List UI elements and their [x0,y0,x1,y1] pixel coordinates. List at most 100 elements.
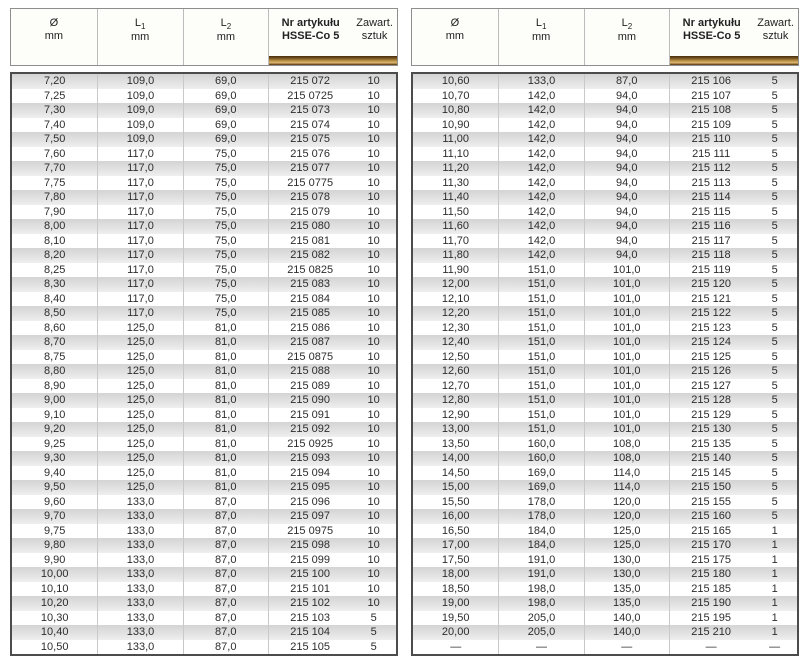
cell: 12,60 [413,364,500,379]
cell: 215 190 [691,597,732,609]
cell: 10 [367,321,380,334]
cell: 81,0 [184,349,269,364]
table-row: 9,70 133,0 87,0 215 097 10 [12,509,396,524]
cell: 10,70 [413,88,500,103]
cell: 169,0 [499,480,585,495]
cell: 215 091 [290,408,331,421]
cell: 151,0 [499,277,585,292]
cell: 9,90 [12,552,99,567]
table-row: 10,50 133,0 87,0 215 105 5 [12,639,396,654]
cell: 81,0 [184,465,269,480]
cell: 215 140 [691,452,732,464]
cell: 215 145 [691,466,732,479]
cell: 10 [367,263,380,276]
cell: 87,0 [184,552,269,567]
cell: 8,75 [12,349,99,364]
cell: 151,0 [499,306,585,321]
cell: 215 135 [691,437,732,450]
cell: 133,0 [98,639,184,654]
table-row: 15,50 178,0 120,0 215 155 5 [413,494,797,509]
table-row: 9,25 125,0 81,0 215 0925 10 [12,436,396,451]
cell: 215 075 [290,133,331,145]
cell: 215 079 [290,205,331,218]
cell: 215 0975 [287,524,334,537]
cell: 169,0 [499,465,585,480]
cell: 94,0 [585,219,670,234]
cell: 10 [367,307,380,319]
cell: 81,0 [184,335,269,350]
cell: 133,0 [98,523,184,538]
cell: 7,60 [12,146,99,161]
cell: 215 095 [290,481,331,493]
cell: 215 0875 [287,350,334,363]
cell: 198,0 [499,581,585,596]
col-header-diameter-unit: mm [445,30,465,42]
cell: 10 [367,394,380,406]
cell: 5 [771,350,778,363]
cell: 69,0 [184,74,269,89]
table-row: 11,90 151,0 101,0 215 119 5 [413,262,797,277]
cell: 5 [771,321,778,334]
cell: 10 [367,292,380,305]
cell: 10 [367,408,380,421]
col-header-l2-label: L [621,17,628,29]
cell: 5 [771,423,778,435]
cell: 1 [771,582,778,595]
cell: 81,0 [184,320,269,335]
table-row: 10,60 133,0 87,0 215 106 5 [413,74,797,89]
cell: 15,00 [413,480,500,495]
col-header-diameter-symbol: Ø [450,17,460,29]
cell: 5 [370,626,377,638]
cell: 184,0 [499,538,585,553]
table-row: 10,00 133,0 87,0 215 100 10 [12,567,396,582]
cell: 12,80 [413,393,500,408]
cell: 11,70 [413,233,500,248]
cell: 191,0 [499,552,585,567]
cell: 87,0 [184,596,269,611]
table-row: 8,10 117,0 75,0 215 081 10 [12,233,396,248]
cell: 215 119 [691,263,731,276]
cell: 117,0 [98,277,184,292]
cell: 215 086 [290,321,331,334]
cell: 215 115 [691,205,731,218]
cell: 11,90 [413,262,500,277]
cell: 215 109 [691,118,732,131]
cell: 215 170 [691,539,732,551]
cell: 5 [771,307,778,319]
table-row: 9,90 133,0 87,0 215 099 10 [12,552,396,567]
cell: 151,0 [499,335,585,350]
cell: 1 [771,626,778,638]
cell: 133,0 [98,610,184,625]
cell: 215 110 [691,133,731,145]
cell: 151,0 [499,393,585,408]
cell: 142,0 [499,132,585,147]
cell: 16,50 [413,523,500,538]
cell: 125,0 [98,320,184,335]
cell: 75,0 [184,146,269,161]
cell: 10 [367,176,380,189]
cell: 8,10 [12,233,99,248]
cell: 133,0 [98,596,184,611]
table-row: 9,40 125,0 81,0 215 094 10 [12,465,396,480]
table-row: 9,60 133,0 87,0 215 096 10 [12,494,396,509]
cell: 81,0 [184,451,269,466]
cell: 142,0 [499,103,585,118]
table-row: 16,50 184,0 125,0 215 165 1 [413,523,797,538]
cell: 142,0 [499,190,585,205]
cell: 94,0 [585,161,670,176]
cell: 142,0 [499,219,585,234]
table-row: 16,00 178,0 120,0 215 160 5 [413,509,797,524]
cell: 125,0 [98,393,184,408]
cell: 215 185 [691,582,732,595]
cell: 142,0 [499,248,585,263]
cell: 215 123 [691,321,732,334]
cell: 10,60 [413,74,500,89]
cell: 11,50 [413,204,500,219]
cell: 101,0 [585,277,670,292]
cell: 87,0 [184,509,269,524]
cell: 130,0 [585,552,670,567]
cell: 215 165 [691,524,732,537]
cell: 5 [771,249,778,261]
cell: 10,10 [12,581,99,596]
cell: 1 [771,611,778,624]
